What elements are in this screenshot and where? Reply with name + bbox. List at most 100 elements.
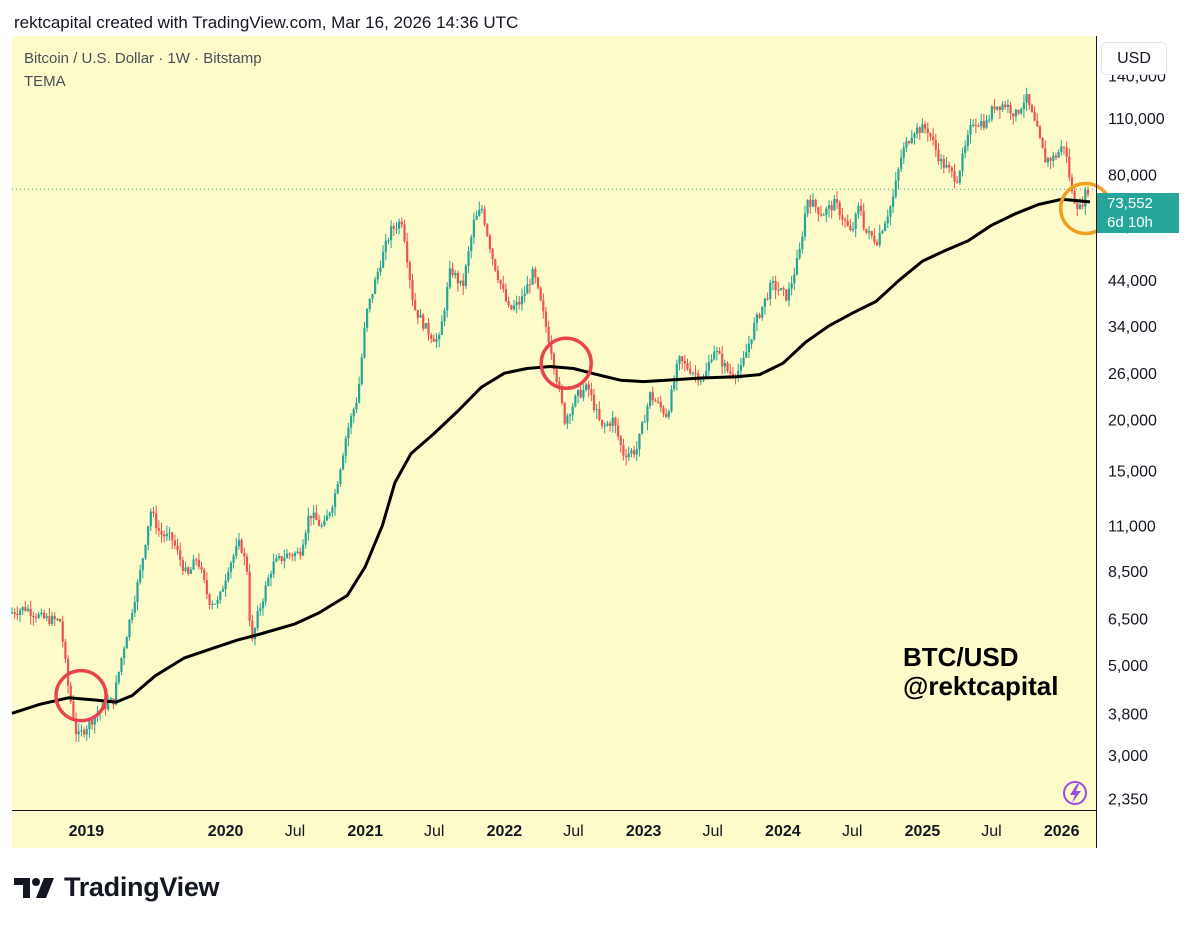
candle-body (657, 401, 660, 403)
candle-body (552, 353, 556, 370)
candle-body (643, 421, 646, 423)
candle-body (932, 136, 935, 141)
candle-body (993, 106, 996, 110)
candle-body (478, 210, 481, 216)
tradingview-logo-icon (14, 877, 54, 898)
candle-body (470, 237, 473, 252)
candle-body (371, 293, 374, 299)
candle-body (737, 370, 740, 377)
indicator-legend[interactable]: TEMA (24, 73, 66, 90)
candle-body (456, 273, 459, 284)
candle-body (171, 532, 174, 541)
candle-body (499, 280, 502, 285)
candle-body (673, 381, 676, 390)
chart-area[interactable] (12, 36, 1097, 848)
candle-body (838, 202, 841, 216)
candle-body (427, 323, 430, 336)
candle-body (857, 205, 860, 214)
candle-body (1068, 156, 1071, 178)
candle-body (1020, 108, 1023, 114)
candle-body (905, 141, 908, 148)
lightning-icon[interactable] (1063, 781, 1087, 805)
candle-body (624, 455, 628, 458)
candle-body (851, 228, 855, 230)
candle-body (790, 283, 793, 289)
price-axis[interactable] (1097, 36, 1199, 848)
candle-body (726, 363, 729, 372)
candle-body (707, 362, 710, 371)
candle-body (288, 553, 291, 555)
candle-body (451, 268, 454, 276)
candle-body (769, 282, 772, 300)
candle-body (531, 269, 534, 285)
candle-body (163, 534, 166, 537)
candle-body (566, 415, 569, 424)
candle-body (29, 608, 32, 616)
candle-body (974, 124, 977, 126)
candle-body (827, 205, 831, 209)
candle-body (117, 671, 120, 683)
candle-body (34, 616, 38, 618)
candle-body (705, 370, 708, 379)
watermark-line1: BTC/USD (903, 642, 1019, 672)
candle-body (950, 167, 953, 171)
candle-body (74, 719, 78, 735)
candle-body (779, 288, 783, 291)
candle-body (1004, 104, 1007, 108)
tradingview-logo[interactable]: TradingView (14, 872, 220, 903)
candle-body (245, 556, 249, 572)
candle-body (755, 314, 759, 323)
candle-body (990, 106, 993, 120)
candle-body (924, 124, 927, 129)
candle-body (221, 589, 225, 592)
candle-body (763, 298, 767, 307)
candle-body (945, 164, 948, 168)
candle-body (622, 445, 625, 456)
candle-body (520, 296, 524, 305)
candle-body (665, 413, 668, 417)
candle-body (544, 311, 548, 327)
candle-body (859, 205, 863, 212)
candle-body (795, 257, 799, 275)
candle-body (1057, 151, 1060, 158)
candle-body (811, 199, 815, 207)
candle-body (632, 450, 636, 455)
candle-body (916, 127, 919, 134)
candle-body (819, 214, 823, 216)
candle-body (600, 419, 604, 426)
y-tick-label: 44,000 (1108, 273, 1157, 290)
candle-body (1081, 204, 1084, 207)
candle-body (272, 561, 275, 574)
candle-body (742, 357, 745, 366)
candle-body (168, 532, 171, 534)
y-tick-label: 3,800 (1108, 706, 1148, 723)
red-highlight-circle (54, 668, 108, 723)
candle-body (982, 121, 985, 128)
candle-body (803, 213, 807, 237)
candle-body (139, 570, 142, 583)
candle-body (667, 411, 670, 417)
candle-body (352, 409, 355, 417)
candle-body (750, 339, 753, 344)
candle-body (459, 280, 462, 284)
candle-body (13, 612, 16, 615)
candle-body (125, 637, 128, 649)
candle-body (440, 321, 443, 336)
currency-button[interactable]: USD (1102, 43, 1166, 74)
y-tick-label: 11,000 (1108, 518, 1156, 535)
candle-body (155, 513, 158, 529)
symbol-legend[interactable]: Bitcoin / U.S. Dollar · 1W · Bitstamp (24, 50, 262, 67)
chart-header: rektcapital created with TradingView.com… (14, 13, 519, 32)
candle-body (1033, 112, 1036, 121)
candle-body (136, 582, 139, 603)
candle-body (1062, 146, 1066, 148)
bar-countdown: 6d 10h (1107, 214, 1153, 231)
candle-body (406, 241, 409, 263)
candle-body (240, 539, 243, 553)
y-tick-label: 2,350 (1108, 791, 1148, 808)
x-tick-label: Jul (563, 823, 583, 840)
x-tick-label: Jul (981, 823, 1001, 840)
candle-body (558, 381, 561, 388)
candle-body (560, 387, 564, 403)
candle-body (320, 525, 323, 527)
